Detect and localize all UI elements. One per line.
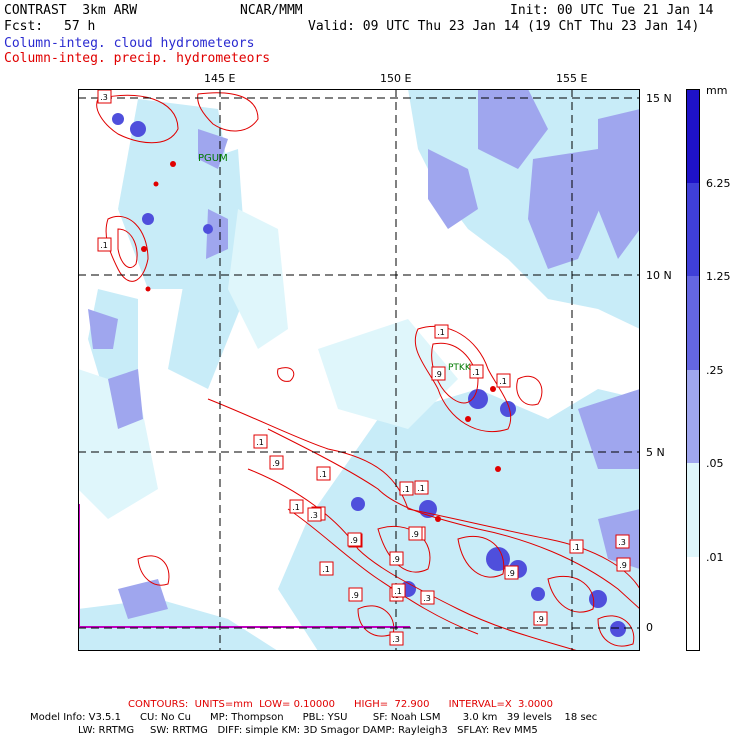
contour-label-box xyxy=(348,587,363,602)
colorbar-label-.05: .05 xyxy=(706,457,724,470)
valid-time: Valid: 09 UTC Thu 23 Jan 14 (19 ChT Thu … xyxy=(308,19,700,34)
contour-label-box xyxy=(389,631,404,646)
map-frame xyxy=(78,89,640,651)
contour-label: .3 xyxy=(423,594,431,603)
forecast-label: Fcst: xyxy=(4,19,44,34)
legend-precip: Column-integ. precip. hydrometeors xyxy=(4,51,271,66)
contour-label: .3 xyxy=(310,511,318,520)
contour-label: .1 xyxy=(319,470,327,479)
lat-label-10: 10 N xyxy=(646,269,672,282)
contour-label: .9 xyxy=(411,530,419,539)
contour-label: .3 xyxy=(618,538,626,547)
contour-label-box xyxy=(289,499,304,514)
contour-label-box xyxy=(408,526,423,541)
colorbar-label-.25: .25 xyxy=(706,364,724,377)
contour-label: .1 xyxy=(292,503,300,512)
contour-label-box xyxy=(319,561,334,576)
colorbar-label-1.25: 1.25 xyxy=(706,270,731,283)
contour-label-box xyxy=(97,237,112,252)
contour-label: .1 xyxy=(572,543,580,552)
model-info-line-1: Model Info: V3.5.1 CU: No Cu MP: Thompso… xyxy=(30,712,598,723)
contour-label: .9 xyxy=(351,591,359,600)
contour-label-box xyxy=(307,507,322,522)
colorbar-label-6.25: 6.25 xyxy=(706,177,731,190)
contour-label-box xyxy=(391,583,406,598)
colorbar-label-.01: .01 xyxy=(706,551,724,564)
contour-label-box xyxy=(253,434,268,449)
contour-label-box xyxy=(569,539,584,554)
contour-label-box xyxy=(615,534,630,549)
contour-label: .1 xyxy=(322,565,330,574)
contour-label: .3 xyxy=(100,93,108,102)
colorbar-unit: mm xyxy=(706,84,728,97)
station-label-pgum: PGUM xyxy=(198,153,228,164)
precip-contours xyxy=(96,92,640,651)
contour-label-box xyxy=(431,366,446,381)
contour-label: .1 xyxy=(499,377,507,386)
contour-label: .1 xyxy=(472,368,480,377)
contour-info: CONTOURS: UNITS=mm LOW= 0.10000 HIGH= 72… xyxy=(128,699,554,710)
contour-label-box xyxy=(496,373,511,388)
contour-label: .3 xyxy=(392,635,400,644)
contour-label-box xyxy=(389,551,404,566)
model-title: CONTRAST 3km ARW xyxy=(4,3,138,18)
lon-label-155: 155 E xyxy=(556,72,588,85)
colorbar-segment-5 xyxy=(686,183,700,276)
colorbar-segment-4 xyxy=(686,276,700,370)
model-info-line-2: LW: RRTMG SW: RRTMG DIFF: simple KM: 3D … xyxy=(78,725,538,736)
contour-label: .9 xyxy=(272,459,280,468)
map-panel: .3 .1 .1 .9 .1 .1 .1 .1 .9 .1 .1 .3 .9 .9 .3 .1 .9 .3 .1 .1… xyxy=(78,89,640,651)
contour-label: .9 xyxy=(392,555,400,564)
contour-label-box xyxy=(533,611,548,626)
contour-label-box xyxy=(347,532,362,547)
contour-label-box xyxy=(399,481,414,496)
init-time: Init: 00 UTC Tue 21 Jan 14 xyxy=(510,3,714,18)
contour-label: .1 xyxy=(437,328,445,337)
colorbar-segment-1 xyxy=(686,557,700,651)
lat-label-0: 0 xyxy=(646,621,653,634)
contour-label-box xyxy=(469,364,484,379)
lon-label-150: 150 E xyxy=(380,72,412,85)
contour-label: .9 xyxy=(536,615,544,624)
lon-label-145: 145 E xyxy=(204,72,236,85)
contour-label: .1 xyxy=(256,438,264,447)
precip-dots xyxy=(141,161,501,522)
contour-label-group: .3 .1 .1 .9 .1 .1 .1 .1 .9 .1 .1 .3 .9 .9 .3 .1 .9 .3 .1 .1… xyxy=(97,89,631,646)
lat-label-5: 5 N xyxy=(646,446,665,459)
contour-label: .9 xyxy=(434,370,442,379)
colorbar-segment-2 xyxy=(686,463,700,557)
contour-label-box xyxy=(269,455,284,470)
colorbar xyxy=(686,89,700,651)
colorbar-segment-6 xyxy=(686,89,700,183)
contour-label-box xyxy=(316,466,331,481)
colorbar-segment-3 xyxy=(686,370,700,463)
contour-label-box xyxy=(434,324,449,339)
contour-label: .1 xyxy=(100,241,108,250)
contour-label-box xyxy=(616,557,631,572)
contour-label: .9 xyxy=(350,536,358,545)
contour-label: .9 xyxy=(507,569,515,578)
contour-label-box xyxy=(420,590,435,605)
forecast-hours: 57 h xyxy=(64,19,96,34)
contour-label: .1 xyxy=(417,484,425,493)
contour-label-box xyxy=(504,565,519,580)
organization: NCAR/MMM xyxy=(240,3,303,18)
lat-lon-grid xyxy=(78,89,640,651)
cloud-field-mid xyxy=(88,89,640,619)
legend-cloud: Column-integ. cloud hydrometeors xyxy=(4,36,255,51)
contour-label: .9 xyxy=(619,561,627,570)
station-label-ptkk: PTKK xyxy=(448,363,472,373)
lat-label-15: 15 N xyxy=(646,92,672,105)
contour-label-box xyxy=(414,480,429,495)
contour-label: .1 xyxy=(394,587,402,596)
contour-label: .1 xyxy=(402,485,410,494)
